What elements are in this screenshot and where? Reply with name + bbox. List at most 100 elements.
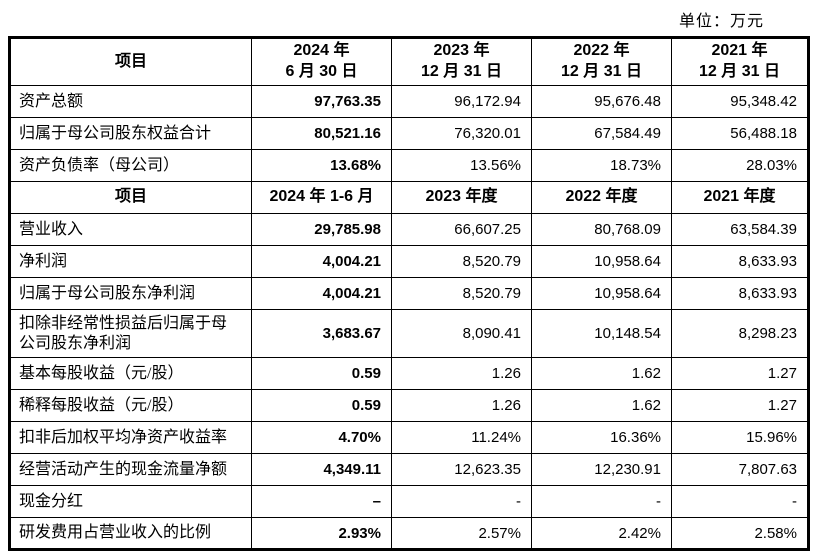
column-header-2024-h1: 2024 年 1-6 月 — [251, 181, 392, 214]
value-cell: 8,633.93 — [671, 245, 809, 278]
value-cell: 15.96% — [671, 421, 809, 454]
value-cell: 4.70% — [251, 421, 392, 454]
row-label: 归属于母公司股东净利润 — [9, 277, 252, 310]
column-header-2023-12-31: 2023 年 12 月 31 日 — [391, 37, 532, 86]
value-cell: 66,607.25 — [391, 213, 532, 246]
value-cell: 95,348.42 — [671, 85, 809, 118]
value-cell: 10,958.64 — [531, 277, 672, 310]
value-cell: – — [251, 485, 392, 518]
value-cell: 18.73% — [531, 149, 672, 182]
value-cell: 11.24% — [391, 421, 532, 454]
column-header-2021-fy: 2021 年度 — [671, 181, 809, 214]
value-cell: 0.59 — [251, 357, 392, 390]
table-row-revenue: 营业收入 29,785.98 66,607.25 80,768.09 63,58… — [9, 213, 809, 246]
value-cell: 56,488.18 — [671, 117, 809, 150]
value-cell: 96,172.94 — [391, 85, 532, 118]
column-header-2024-06-30: 2024 年 6 月 30 日 — [251, 37, 392, 86]
row-label: 稀释每股收益（元/股） — [9, 389, 252, 422]
row-label: 现金分红 — [9, 485, 252, 518]
table-row-parent-net-profit: 归属于母公司股东净利润 4,004.21 8,520.79 10,958.64 … — [9, 277, 809, 310]
row-label: 扣除非经常性损益后归属于母公司股东净利润 — [9, 309, 252, 358]
row-label: 扣非后加权平均净资产收益率 — [9, 421, 252, 454]
value-cell: 29,785.98 — [251, 213, 392, 246]
value-cell: 1.27 — [671, 389, 809, 422]
row-label: 资产负债率（母公司） — [9, 149, 252, 182]
value-cell: - — [671, 485, 809, 518]
table-row-net-profit: 净利润 4,004.21 8,520.79 10,958.64 8,633.93 — [9, 245, 809, 278]
header-line-1: 2022 年 — [573, 42, 630, 60]
value-cell: 2.58% — [671, 517, 809, 550]
value-cell: 1.26 — [391, 357, 532, 390]
header-line-1: 2021 年 — [711, 42, 768, 60]
value-cell: 4,349.11 — [251, 453, 392, 486]
value-cell: 1.26 — [391, 389, 532, 422]
income-header-row: 项目 2024 年 1-6 月 2023 年度 2022 年度 2021 年度 — [9, 181, 809, 214]
value-cell: 2.57% — [391, 517, 532, 550]
value-cell: 8,520.79 — [391, 245, 532, 278]
value-cell: 97,763.35 — [251, 85, 392, 118]
header-line-1: 2023 年 — [433, 42, 490, 60]
row-label: 归属于母公司股东权益合计 — [9, 117, 252, 150]
balance-header-row: 项目 2024 年 6 月 30 日 2023 年 12 月 31 日 2022… — [9, 37, 809, 86]
table-row-rd-expense-ratio: 研发费用占营业收入的比例 2.93% 2.57% 2.42% 2.58% — [9, 517, 809, 550]
value-cell: 80,768.09 — [531, 213, 672, 246]
table-row-total-assets: 资产总额 97,763.35 96,172.94 95,676.48 95,34… — [9, 85, 809, 118]
header-line-2: 12 月 31 日 — [699, 63, 780, 80]
header-line-2: 6 月 30 日 — [285, 63, 358, 80]
value-cell: 7,807.63 — [671, 453, 809, 486]
column-header-item: 项目 — [9, 181, 252, 214]
value-cell: 63,584.39 — [671, 213, 809, 246]
value-cell: 0.59 — [251, 389, 392, 422]
value-cell: 8,298.23 — [671, 309, 809, 358]
table-row-parent-equity: 归属于母公司股东权益合计 80,521.16 76,320.01 67,584.… — [9, 117, 809, 150]
value-cell: 8,633.93 — [671, 277, 809, 310]
value-cell: 12,230.91 — [531, 453, 672, 486]
unit-label: 单位：万元 — [678, 13, 764, 30]
value-cell: 76,320.01 — [391, 117, 532, 150]
row-label: 研发费用占营业收入的比例 — [9, 517, 252, 550]
value-cell: 4,004.21 — [251, 277, 392, 310]
value-cell: 13.68% — [251, 149, 392, 182]
value-cell: 2.42% — [531, 517, 672, 550]
value-cell: 80,521.16 — [251, 117, 392, 150]
value-cell: 1.62 — [531, 389, 672, 422]
table-row-basic-eps: 基本每股收益（元/股） 0.59 1.26 1.62 1.27 — [9, 357, 809, 390]
value-cell: - — [531, 485, 672, 518]
table-row-deducted-net-profit: 扣除非经常性损益后归属于母公司股东净利润 3,683.67 8,090.41 1… — [9, 309, 809, 358]
table-row-cash-dividend: 现金分红 – - - - — [9, 485, 809, 518]
row-label: 净利润 — [9, 245, 252, 278]
table-row-weighted-roe: 扣非后加权平均净资产收益率 4.70% 11.24% 16.36% 15.96% — [9, 421, 809, 454]
row-label: 基本每股收益（元/股） — [9, 357, 252, 390]
table-row-operating-cash-flow: 经营活动产生的现金流量净额 4,349.11 12,623.35 12,230.… — [9, 453, 809, 486]
header-line-2: 12 月 31 日 — [561, 63, 642, 80]
column-header-item: 项目 — [9, 37, 252, 86]
header-line-2: 12 月 31 日 — [421, 63, 502, 80]
row-label: 营业收入 — [9, 213, 252, 246]
column-header-2022-fy: 2022 年度 — [531, 181, 672, 214]
value-cell: 12,623.35 — [391, 453, 532, 486]
value-cell: 4,004.21 — [251, 245, 392, 278]
header-line-1: 2024 年 — [293, 42, 350, 60]
column-header-2022-12-31: 2022 年 12 月 31 日 — [531, 37, 672, 86]
value-cell: 1.27 — [671, 357, 809, 390]
value-cell: 10,148.54 — [531, 309, 672, 358]
value-cell: 2.93% — [251, 517, 392, 550]
column-header-2023-fy: 2023 年度 — [391, 181, 532, 214]
row-label: 资产总额 — [9, 85, 252, 118]
value-cell: 1.62 — [531, 357, 672, 390]
row-label: 经营活动产生的现金流量净额 — [9, 453, 252, 486]
value-cell: 8,520.79 — [391, 277, 532, 310]
value-cell: - — [391, 485, 532, 518]
financial-summary-table: 项目 2024 年 6 月 30 日 2023 年 12 月 31 日 2022… — [8, 36, 810, 551]
table-row-debt-ratio: 资产负债率（母公司） 13.68% 13.56% 18.73% 28.03% — [9, 149, 809, 182]
value-cell: 95,676.48 — [531, 85, 672, 118]
value-cell: 67,584.49 — [531, 117, 672, 150]
value-cell: 28.03% — [671, 149, 809, 182]
table-row-diluted-eps: 稀释每股收益（元/股） 0.59 1.26 1.62 1.27 — [9, 389, 809, 422]
value-cell: 3,683.67 — [251, 309, 392, 358]
value-cell: 16.36% — [531, 421, 672, 454]
value-cell: 13.56% — [391, 149, 532, 182]
value-cell: 8,090.41 — [391, 309, 532, 358]
value-cell: 10,958.64 — [531, 245, 672, 278]
column-header-2021-12-31: 2021 年 12 月 31 日 — [671, 37, 809, 86]
